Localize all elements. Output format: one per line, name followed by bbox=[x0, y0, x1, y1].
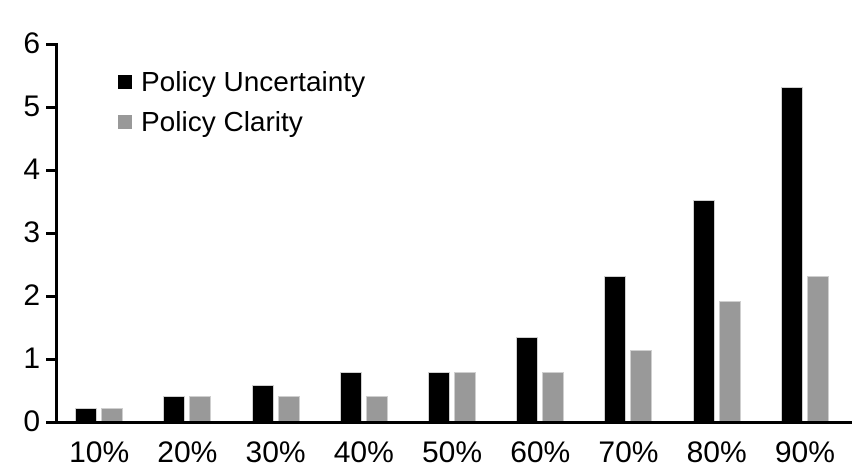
y-axis-tick-0 bbox=[46, 421, 55, 424]
y-axis-label-2: 2 bbox=[23, 279, 40, 312]
bar-policy-uncertainty-90% bbox=[780, 87, 803, 421]
plot-area bbox=[46, 43, 852, 424]
y-axis-tick-5 bbox=[46, 106, 55, 109]
bar-policy-uncertainty-40% bbox=[339, 372, 362, 421]
x-axis-label-30%: 30% bbox=[245, 436, 306, 469]
bar-policy-clarity-40% bbox=[365, 396, 388, 421]
bar-group-60% bbox=[496, 43, 584, 421]
y-axis-label-1: 1 bbox=[23, 342, 40, 375]
bar-group-70% bbox=[584, 43, 672, 421]
bar-policy-clarity-80% bbox=[718, 301, 741, 421]
legend-item-policy-uncertainty: Policy Uncertainty bbox=[118, 68, 365, 96]
x-axis-label-80%: 80% bbox=[686, 436, 747, 469]
bar-policy-uncertainty-70% bbox=[604, 276, 627, 421]
y-axis-label-3: 3 bbox=[23, 216, 40, 249]
legend-label-policy-clarity: Policy Clarity bbox=[141, 106, 303, 137]
x-axis-line bbox=[46, 421, 852, 424]
legend-swatch-policy-clarity bbox=[118, 115, 132, 129]
y-axis-line bbox=[55, 43, 58, 424]
y-axis-label-0: 0 bbox=[23, 405, 40, 438]
bar-policy-uncertainty-80% bbox=[692, 200, 715, 421]
y-axis-label-6: 6 bbox=[23, 27, 40, 60]
bar-group-50% bbox=[408, 43, 496, 421]
bar-policy-clarity-50% bbox=[453, 372, 476, 421]
x-axis-label-70%: 70% bbox=[598, 436, 659, 469]
y-axis-tick-labels: 0 1 2 3 4 5 6 bbox=[0, 0, 44, 475]
bar-policy-uncertainty-30% bbox=[251, 385, 274, 421]
x-axis-label-20%: 20% bbox=[157, 436, 218, 469]
x-axis-label-60%: 60% bbox=[510, 436, 571, 469]
bar-group-90% bbox=[761, 43, 849, 421]
x-axis-label-90%: 90% bbox=[774, 436, 835, 469]
bar-group-10% bbox=[55, 43, 143, 421]
y-axis-tick-1 bbox=[46, 358, 55, 361]
bar-group-80% bbox=[673, 43, 761, 421]
y-axis-label-4: 4 bbox=[23, 153, 40, 186]
legend-label-policy-uncertainty: Policy Uncertainty bbox=[141, 66, 366, 97]
x-axis-label-10%: 10% bbox=[69, 436, 130, 469]
y-axis-tick-6 bbox=[46, 43, 55, 46]
y-axis-label-5: 5 bbox=[23, 90, 40, 123]
legend: Policy Uncertainty Policy Clarity bbox=[118, 68, 365, 148]
x-axis-label-50%: 50% bbox=[421, 436, 482, 469]
bar-policy-clarity-10% bbox=[101, 408, 124, 421]
bar-group-40% bbox=[320, 43, 408, 421]
y-axis-tick-4 bbox=[46, 169, 55, 172]
legend-swatch-policy-uncertainty bbox=[118, 75, 132, 89]
bar-policy-uncertainty-20% bbox=[163, 396, 186, 421]
bar-policy-uncertainty-10% bbox=[75, 408, 98, 421]
y-axis-tick-2 bbox=[46, 295, 55, 298]
bar-policy-clarity-90% bbox=[806, 276, 829, 421]
y-axis-tick-3 bbox=[46, 232, 55, 235]
legend-item-policy-clarity: Policy Clarity bbox=[118, 108, 365, 136]
x-axis-tick-labels: 10% 20% 30% 40% 50% 60% 70% 80% 90% bbox=[55, 436, 849, 472]
bar-group-20% bbox=[143, 43, 231, 421]
bar-policy-clarity-30% bbox=[277, 396, 300, 421]
bar-policy-clarity-20% bbox=[189, 396, 212, 421]
bar-group-30% bbox=[231, 43, 319, 421]
bar-policy-uncertainty-50% bbox=[427, 372, 450, 421]
bar-policy-clarity-70% bbox=[630, 350, 653, 421]
bar-policy-uncertainty-60% bbox=[516, 337, 539, 421]
x-axis-label-40%: 40% bbox=[333, 436, 394, 469]
bar-policy-clarity-60% bbox=[542, 372, 565, 421]
